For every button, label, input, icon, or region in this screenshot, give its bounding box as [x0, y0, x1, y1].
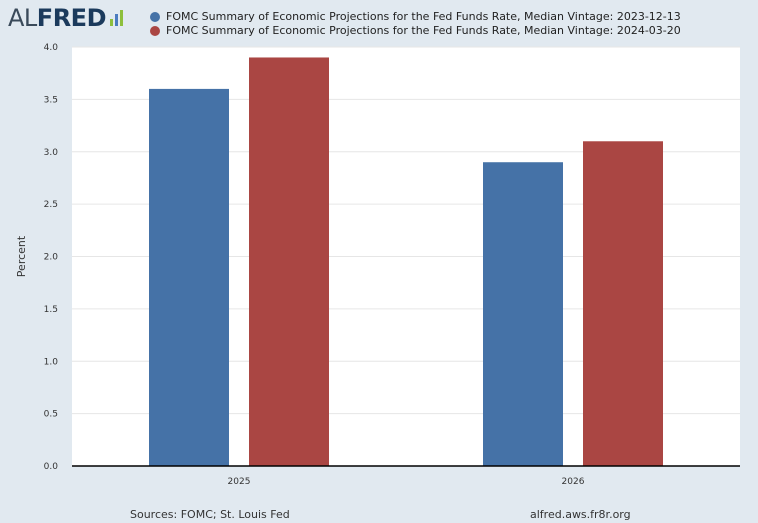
y-tick-label: 4.0 — [44, 43, 59, 53]
y-tick-label: 0.5 — [44, 410, 58, 420]
y-tick-label: 3.5 — [44, 95, 58, 105]
legend-label: FOMC Summary of Economic Projections for… — [166, 24, 681, 37]
bar[interactable] — [583, 141, 663, 466]
legend-label: FOMC Summary of Economic Projections for… — [166, 10, 681, 23]
logo-prefix: AL — [8, 4, 37, 32]
logo-bar — [110, 19, 113, 26]
x-tick-label: 2026 — [562, 477, 585, 487]
logo-main: FRED — [36, 4, 107, 32]
bar[interactable] — [149, 88, 229, 467]
legend-marker — [150, 26, 160, 36]
legend-item[interactable]: FOMC Summary of Economic Projections for… — [150, 24, 681, 38]
chart-legend: FOMC Summary of Economic Projections for… — [150, 10, 681, 38]
y-tick-label: 3.0 — [44, 148, 59, 158]
alfred-logo[interactable]: ALFRED — [8, 4, 123, 32]
footer-url[interactable]: alfred.aws.fr8r.org — [530, 508, 631, 521]
legend-item[interactable]: FOMC Summary of Economic Projections for… — [150, 10, 681, 24]
legend-marker — [150, 12, 160, 22]
y-tick-label: 1.5 — [44, 305, 58, 315]
bar[interactable] — [249, 57, 329, 466]
logo-wordmark: ALFRED — [8, 4, 107, 32]
logo-bar — [115, 14, 118, 26]
logo-bar — [120, 10, 123, 26]
x-tick-label: 2025 — [228, 477, 251, 487]
y-tick-label: 0.0 — [44, 462, 59, 472]
y-tick-label: 2.5 — [44, 200, 58, 210]
logo-bars-icon — [110, 10, 123, 26]
bar[interactable] — [483, 162, 563, 466]
y-tick-label: 2.0 — [44, 253, 59, 263]
footer-source: Sources: FOMC; St. Louis Fed — [130, 508, 290, 521]
y-tick-label: 1.0 — [44, 357, 59, 367]
y-axis-title: Percent — [15, 235, 28, 277]
